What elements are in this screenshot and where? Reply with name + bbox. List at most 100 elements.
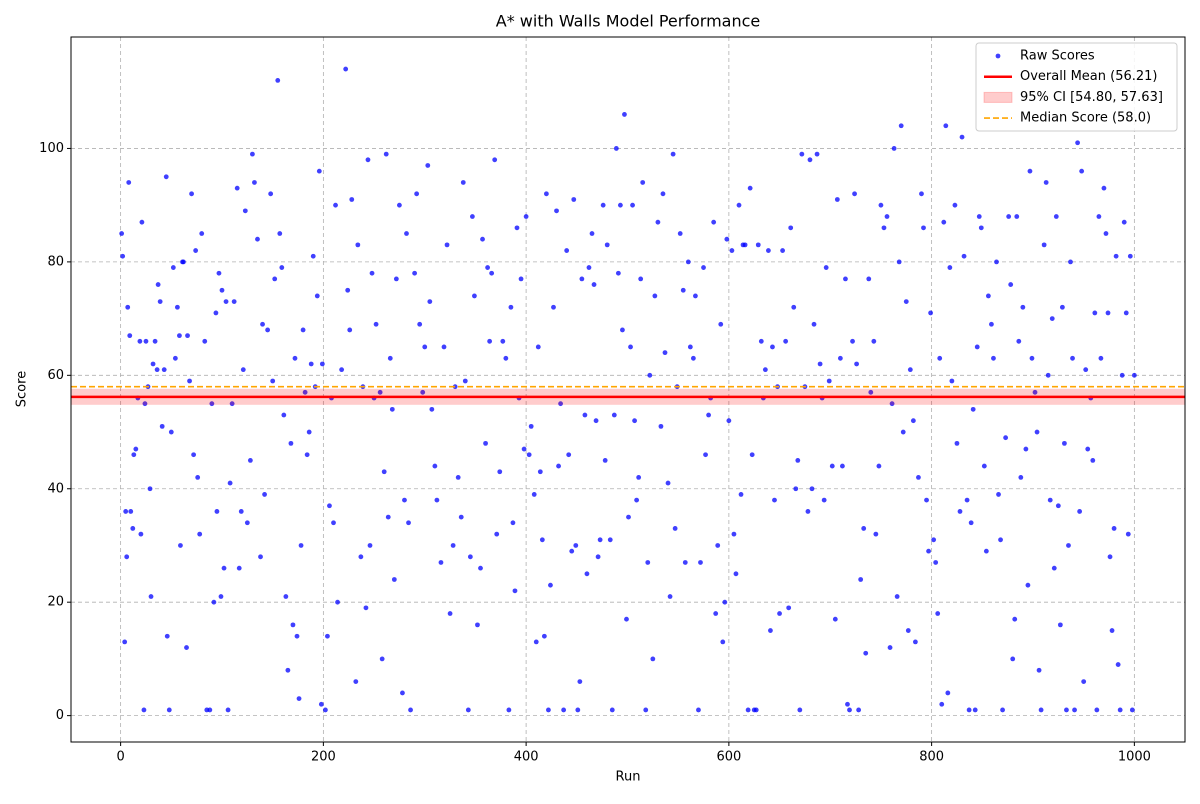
point [658,423,664,429]
point [660,191,666,197]
point [489,270,495,276]
point [894,594,900,599]
point [318,701,324,707]
point [472,293,477,299]
point [615,270,621,276]
chart-title: A* with Walls Model Performance [496,12,761,31]
point [928,310,934,316]
point [959,134,965,140]
point [706,412,711,418]
point [304,452,310,458]
point [508,304,514,310]
point [406,520,411,526]
point [577,679,583,684]
point [218,594,224,599]
point [298,543,304,548]
point [283,594,289,599]
point [367,543,373,548]
point [531,492,537,497]
point [941,219,947,225]
point [672,526,678,531]
point [432,463,438,469]
point [566,452,572,458]
point [123,509,129,514]
point [947,265,953,270]
point [500,338,506,344]
point [981,463,987,469]
point [881,225,887,231]
point [290,622,296,628]
point [1090,457,1096,463]
point [539,537,545,543]
point [333,202,338,208]
point [345,287,351,293]
point [985,293,991,299]
point [148,594,154,599]
point [1081,679,1087,684]
point [247,457,253,463]
point [150,361,156,367]
point [400,690,405,696]
legend-marker [983,91,1013,103]
point [964,497,970,503]
point [847,707,852,713]
point [177,333,182,339]
point [622,112,627,117]
point [620,327,625,333]
point [535,344,541,350]
point [427,299,433,304]
point [420,389,426,395]
point [1008,282,1014,287]
point [385,514,391,520]
point [983,548,989,554]
point [393,276,399,282]
y-tick-label: 20 [47,595,64,610]
point [866,276,872,282]
point [755,242,761,248]
point [131,452,137,458]
point [138,531,144,537]
point [916,475,921,480]
point [1053,214,1059,219]
point [961,253,967,259]
point [126,180,132,185]
point [921,225,926,231]
legend-box [975,42,1178,132]
point [191,452,197,458]
point [270,378,276,384]
point [193,248,199,253]
point [753,707,759,713]
point [277,231,283,236]
point [788,225,794,231]
point [417,321,423,327]
point [589,231,595,236]
point [412,270,418,276]
point [518,276,524,282]
point [878,202,884,208]
point [294,633,300,639]
point [185,333,190,339]
point [533,639,539,645]
point [314,293,320,299]
point [1077,509,1083,514]
point [762,367,768,373]
point [858,577,864,582]
point [949,378,955,384]
point [989,321,994,327]
point [597,537,603,543]
point [861,526,867,531]
point [650,656,656,662]
point [231,299,237,304]
point [638,276,644,282]
point [503,355,509,361]
point [805,509,811,514]
point [586,265,592,270]
point [978,225,984,231]
point [1092,310,1098,316]
point [214,509,220,514]
point [876,463,882,469]
point [747,185,753,191]
point [250,151,255,157]
